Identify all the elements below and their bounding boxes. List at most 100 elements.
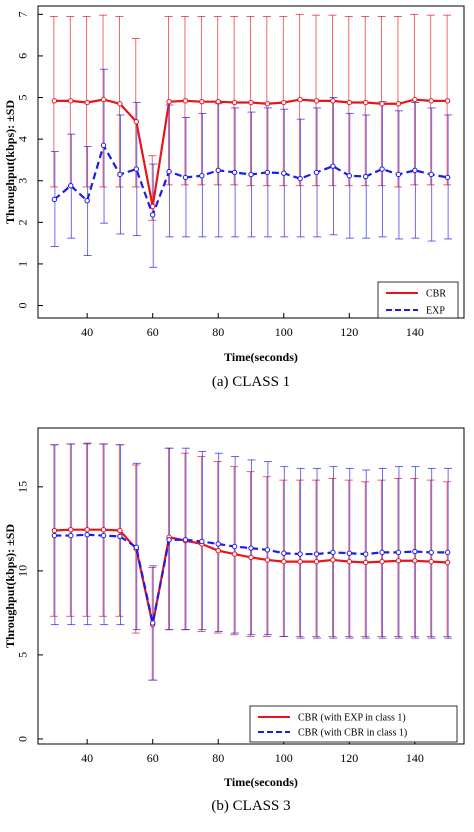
y-tick-label: 10 bbox=[16, 565, 30, 577]
data-point bbox=[395, 101, 402, 107]
data-point bbox=[248, 171, 254, 178]
data-point bbox=[84, 197, 90, 204]
data-point bbox=[346, 558, 353, 565]
data-point bbox=[313, 551, 320, 557]
data-point bbox=[362, 173, 369, 180]
data-point bbox=[444, 559, 451, 566]
series-line-0 bbox=[54, 98, 448, 208]
data-point bbox=[248, 554, 254, 561]
y-axis-label: Throughput(kbps): ±SD bbox=[3, 100, 17, 224]
x-tick-label: 120 bbox=[340, 325, 358, 339]
data-point bbox=[51, 527, 58, 534]
data-point bbox=[149, 620, 156, 626]
data-point bbox=[379, 549, 385, 556]
y-tick-label: 4 bbox=[16, 136, 30, 142]
y-tick-label: 0 bbox=[16, 303, 30, 309]
y-tick-label: 7 bbox=[16, 11, 30, 17]
legend-box bbox=[249, 705, 458, 743]
x-axis-label: Time(seconds) bbox=[224, 350, 298, 364]
y-tick-label: 6 bbox=[16, 53, 30, 59]
legend: CBR EXP bbox=[377, 281, 459, 319]
x-tick-label: 140 bbox=[406, 751, 424, 765]
data-point bbox=[330, 549, 336, 556]
y-tick-label: 2 bbox=[16, 219, 30, 225]
data-point bbox=[281, 99, 287, 106]
data-point bbox=[133, 544, 140, 551]
data-point bbox=[231, 551, 238, 557]
data-point bbox=[444, 549, 451, 556]
legend-label: CBR bbox=[426, 289, 446, 300]
y-tick-label: 15 bbox=[16, 481, 30, 493]
x-tick-label: 40 bbox=[81, 751, 93, 765]
data-point bbox=[362, 559, 369, 566]
data-point bbox=[84, 99, 90, 106]
data-point bbox=[51, 98, 58, 104]
series-line-1 bbox=[53, 144, 448, 216]
data-point bbox=[68, 532, 74, 539]
legend-label: CBR (with CBR in class 1) bbox=[298, 728, 407, 739]
data-point bbox=[395, 171, 402, 178]
data-point bbox=[395, 558, 402, 564]
y-axis-label: Throughput(kbps): ±SD bbox=[3, 524, 17, 648]
data-point bbox=[395, 549, 402, 556]
data-point bbox=[215, 548, 221, 554]
data-point bbox=[68, 183, 74, 189]
data-point bbox=[428, 558, 434, 565]
data-point bbox=[346, 173, 353, 179]
data-point bbox=[182, 537, 189, 543]
data-point bbox=[199, 538, 205, 545]
data-point bbox=[149, 212, 156, 218]
data-point bbox=[117, 533, 123, 540]
data-point bbox=[199, 98, 205, 105]
x-tick-label: 120 bbox=[340, 751, 358, 765]
data-point bbox=[412, 96, 418, 103]
data-point bbox=[346, 99, 353, 106]
series-1 bbox=[50, 68, 453, 268]
chart-class-3: 40 60 80 100 120 140 0 5 10 15 Time(seconds) Throug… bbox=[3, 427, 465, 814]
data-point bbox=[428, 98, 434, 104]
data-point bbox=[215, 541, 221, 547]
data-point bbox=[362, 551, 369, 557]
data-point bbox=[362, 99, 369, 106]
data-point bbox=[428, 549, 434, 556]
data-point bbox=[346, 550, 353, 556]
x-tick-label: 80 bbox=[212, 325, 224, 339]
data-point bbox=[182, 174, 189, 181]
data-point bbox=[231, 543, 238, 550]
x-tick-label: 140 bbox=[406, 325, 424, 339]
data-point bbox=[264, 169, 271, 176]
x-tick-label: 80 bbox=[212, 751, 224, 765]
data-point bbox=[379, 166, 385, 172]
data-point bbox=[444, 174, 451, 181]
y-tick-label: 5 bbox=[16, 652, 30, 658]
data-point bbox=[444, 98, 451, 104]
data-point bbox=[100, 526, 107, 533]
data-point bbox=[117, 527, 123, 534]
data-point bbox=[297, 96, 303, 103]
x-tick-label: 100 bbox=[275, 751, 293, 765]
legend-box bbox=[377, 281, 459, 319]
series-0 bbox=[49, 13, 452, 221]
data-point bbox=[199, 173, 205, 179]
series-0 bbox=[49, 443, 452, 681]
chart-caption: (b) CLASS 3 bbox=[211, 798, 290, 814]
data-point bbox=[84, 526, 90, 533]
data-point bbox=[166, 98, 172, 105]
y-tick-label: 5 bbox=[16, 95, 30, 101]
data-point bbox=[297, 551, 303, 557]
y-tick-label: 0 bbox=[16, 736, 30, 742]
data-point bbox=[264, 101, 271, 107]
data-point bbox=[313, 169, 320, 176]
data-point bbox=[100, 532, 107, 539]
data-point bbox=[51, 196, 58, 203]
data-point bbox=[428, 171, 434, 178]
data-point bbox=[313, 98, 320, 104]
data-point bbox=[281, 550, 287, 556]
data-point bbox=[166, 168, 172, 175]
data-point bbox=[100, 96, 107, 103]
data-point bbox=[297, 175, 303, 182]
data-point bbox=[166, 537, 172, 543]
data-point bbox=[231, 99, 238, 106]
data-point bbox=[100, 142, 107, 149]
